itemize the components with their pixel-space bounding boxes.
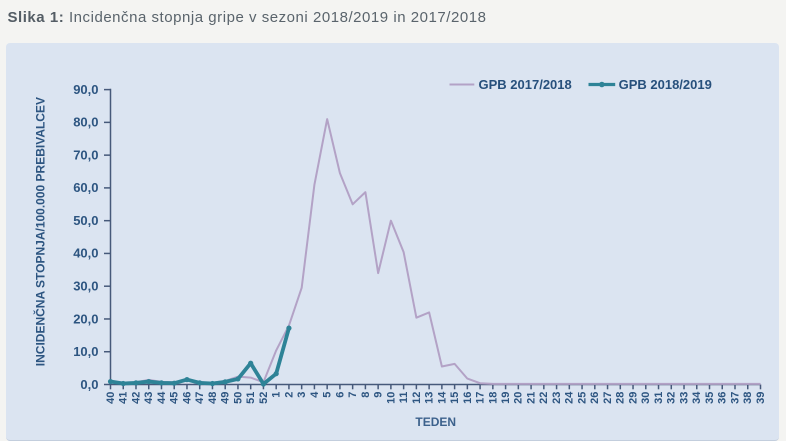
svg-text:42: 42	[130, 391, 142, 403]
svg-text:49: 49	[220, 391, 232, 403]
svg-text:10,0: 10,0	[73, 344, 98, 359]
svg-text:28: 28	[615, 391, 627, 403]
svg-text:26: 26	[589, 391, 601, 403]
svg-text:33: 33	[678, 391, 690, 403]
svg-text:27: 27	[602, 391, 614, 403]
svg-text:GPB 2018/2019: GPB 2018/2019	[619, 77, 712, 92]
svg-text:70,0: 70,0	[73, 147, 98, 162]
svg-text:45: 45	[169, 391, 181, 403]
svg-text:47: 47	[194, 391, 206, 403]
svg-text:37: 37	[729, 391, 741, 403]
svg-text:30: 30	[640, 391, 652, 403]
svg-text:40: 40	[105, 391, 117, 403]
svg-text:0,0: 0,0	[80, 376, 98, 391]
svg-text:10: 10	[385, 391, 397, 403]
svg-text:41: 41	[118, 391, 130, 403]
svg-text:6: 6	[334, 391, 346, 397]
svg-text:50,0: 50,0	[73, 213, 98, 228]
svg-text:20: 20	[513, 391, 525, 403]
svg-text:80,0: 80,0	[73, 114, 98, 129]
svg-text:25: 25	[576, 391, 588, 403]
svg-text:43: 43	[143, 391, 155, 403]
svg-text:13: 13	[424, 391, 436, 403]
svg-text:34: 34	[691, 390, 703, 403]
svg-text:23: 23	[551, 391, 563, 403]
svg-text:46: 46	[181, 391, 193, 403]
svg-text:7: 7	[347, 391, 359, 397]
svg-text:20,0: 20,0	[73, 311, 98, 326]
svg-text:39: 39	[755, 391, 767, 403]
svg-text:30,0: 30,0	[73, 278, 98, 293]
svg-text:50: 50	[232, 391, 244, 403]
svg-text:16: 16	[462, 391, 474, 403]
svg-text:5: 5	[322, 391, 334, 397]
svg-text:40,0: 40,0	[73, 245, 98, 260]
svg-text:14: 14	[436, 390, 448, 403]
svg-text:38: 38	[742, 391, 754, 403]
svg-text:3: 3	[296, 391, 308, 397]
svg-text:51: 51	[245, 391, 257, 403]
svg-text:24: 24	[564, 390, 576, 403]
svg-text:1: 1	[271, 391, 283, 397]
svg-text:90,0: 90,0	[73, 82, 98, 97]
svg-text:11: 11	[398, 391, 410, 403]
svg-text:TEDEN: TEDEN	[415, 414, 456, 428]
svg-text:29: 29	[627, 391, 639, 403]
svg-text:GPB 2017/2018: GPB 2017/2018	[479, 77, 572, 92]
svg-text:22: 22	[538, 391, 550, 403]
svg-text:2: 2	[283, 391, 295, 397]
svg-text:8: 8	[360, 391, 372, 397]
svg-text:4: 4	[309, 390, 321, 397]
svg-text:21: 21	[525, 391, 537, 403]
svg-text:19: 19	[500, 391, 512, 403]
svg-text:36: 36	[717, 391, 729, 403]
svg-text:12: 12	[411, 391, 423, 403]
svg-text:44: 44	[156, 390, 168, 403]
svg-text:52: 52	[258, 391, 270, 403]
svg-text:32: 32	[666, 391, 678, 403]
svg-text:60,0: 60,0	[73, 180, 98, 195]
svg-text:9: 9	[373, 391, 385, 397]
svg-text:INCIDENČNA STOPNJA/100.000 PR: INCIDENČNA STOPNJA/100.000 PREBIVALCEV	[32, 97, 47, 366]
svg-text:15: 15	[449, 391, 461, 403]
svg-text:35: 35	[704, 391, 716, 403]
svg-text:17: 17	[475, 391, 487, 403]
svg-text:18: 18	[487, 391, 499, 403]
svg-text:48: 48	[207, 391, 219, 403]
svg-text:31: 31	[653, 391, 665, 403]
